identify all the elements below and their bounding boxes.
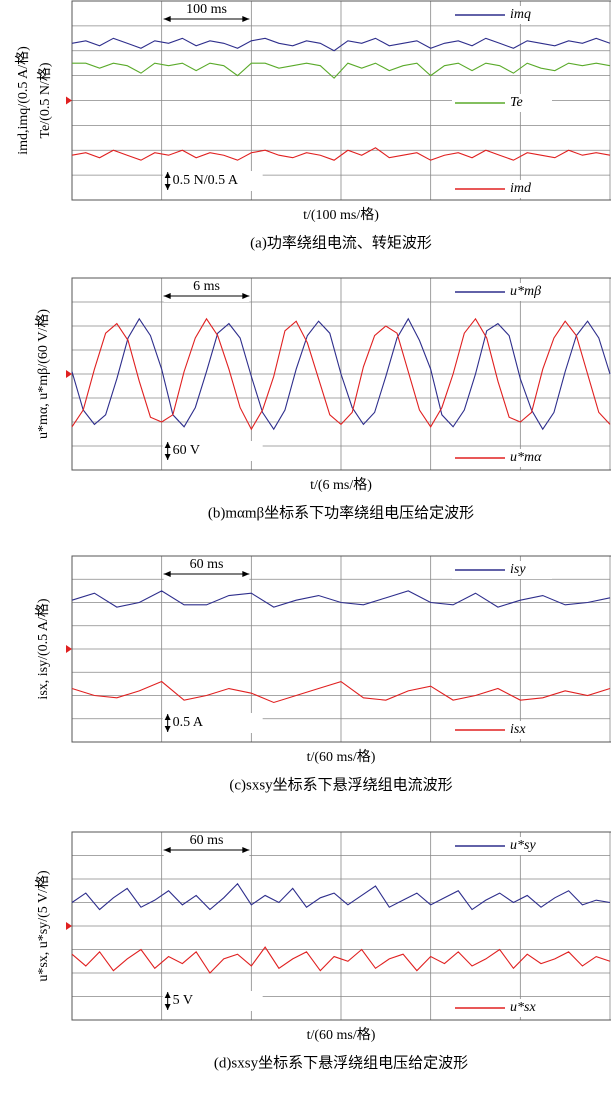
- caption: (d)sxsy坐标系下悬浮绕组电压给定波形: [214, 1054, 468, 1071]
- y-axis-label: isx, isy/(0.5 A/格): [35, 598, 51, 699]
- level-marker: [66, 645, 72, 653]
- time-scale: 60 ms: [190, 557, 224, 572]
- legend-label: imq: [510, 7, 531, 22]
- time-scale: 60 ms: [190, 833, 224, 848]
- legend-label: imd: [510, 181, 532, 196]
- amplitude-scale: 60 V: [173, 443, 200, 458]
- y-axis-label: u*sx, u*sy/(5 V/格): [35, 870, 51, 982]
- time-scale: 6 ms: [193, 279, 220, 294]
- legend-label: u*sy: [510, 838, 536, 853]
- level-marker: [66, 370, 72, 378]
- legend-label: isy: [510, 562, 526, 577]
- legend-label: isx: [510, 722, 526, 737]
- y-axis-label: Te/(0.5 N/格): [37, 62, 53, 138]
- x-axis-label: t/(60 ms/格): [307, 749, 376, 765]
- legend-label: u*mα: [510, 450, 542, 465]
- x-axis-label: t/(100 ms/格): [303, 207, 379, 223]
- legend-label: u*mβ: [510, 284, 541, 299]
- legend-label: Te: [510, 95, 523, 110]
- amplitude-scale: 5 V: [173, 993, 193, 1008]
- amplitude-scale: 0.5 N/0.5 A: [173, 173, 239, 188]
- level-marker: [66, 97, 72, 105]
- x-axis-label: t/(6 ms/格): [310, 477, 372, 493]
- amplitude-scale: 0.5 A: [173, 715, 204, 730]
- caption: (b)mαmβ坐标系下功率绕组电压给定波形: [208, 504, 474, 521]
- y-axis-label: u*mα, u*mβ/(60 V/格): [35, 309, 51, 439]
- caption: (c)sxsy坐标系下悬浮绕组电流波形: [229, 776, 452, 793]
- level-marker: [66, 922, 72, 930]
- x-axis-label: t/(60 ms/格): [307, 1027, 376, 1043]
- legend-label: u*sx: [510, 1000, 536, 1015]
- caption: (a)功率绕组电流、转矩波形: [250, 234, 432, 251]
- figure: imq Te imd 100 ms 0.5 N/0.5 A imd,imq/(0.5 A/…: [0, 0, 611, 1097]
- y-axis-label: imd,imq/(0.5 A/格): [15, 46, 31, 155]
- time-scale: 100 ms: [186, 2, 227, 17]
